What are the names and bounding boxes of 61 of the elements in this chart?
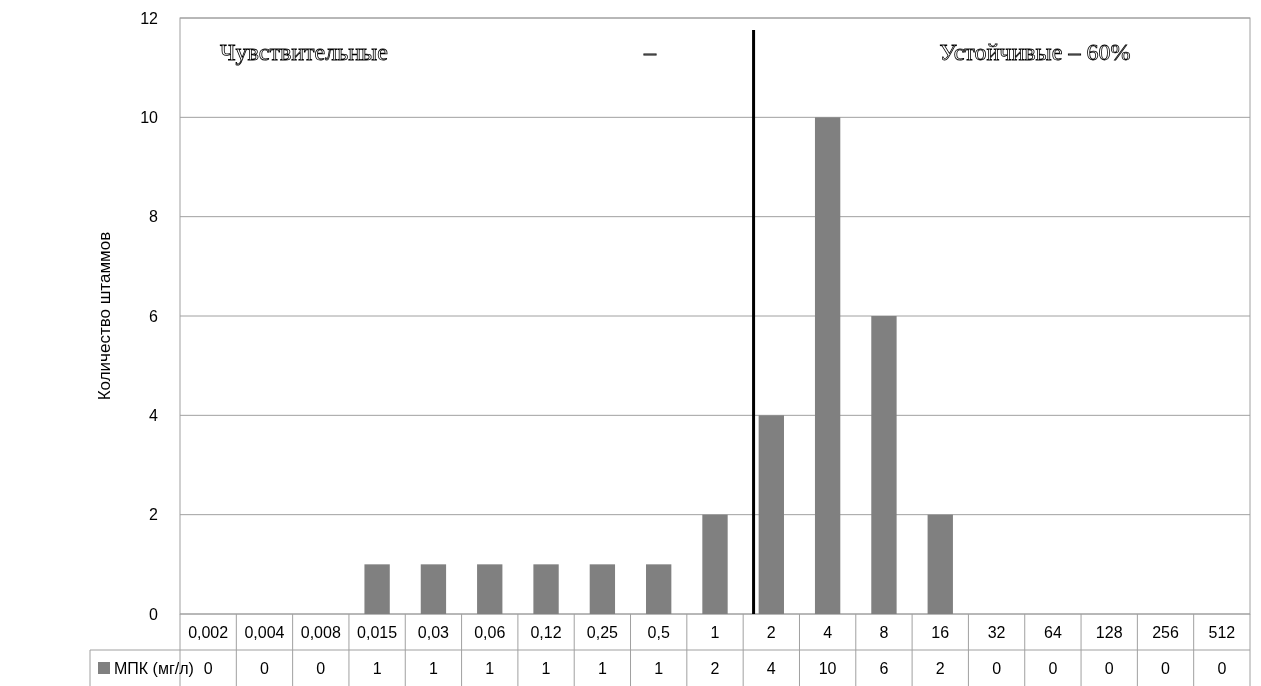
data-label: 1 <box>428 659 438 677</box>
data-label: 1 <box>372 659 382 677</box>
x-tick-label: 16 <box>931 623 950 641</box>
data-label: 10 <box>818 659 837 677</box>
x-tick-label: 0,06 <box>474 623 506 641</box>
bar <box>646 564 672 614</box>
data-label: 0 <box>1217 659 1227 677</box>
y-tick-label: 4 <box>149 406 159 424</box>
y-tick-label: 12 <box>140 9 159 27</box>
x-tick-label: 0,008 <box>300 623 341 641</box>
bar <box>477 564 503 614</box>
x-tick-label: 128 <box>1095 623 1123 641</box>
data-label: 1 <box>485 659 495 677</box>
y-tick-label: 6 <box>149 307 159 325</box>
x-tick-label: 1 <box>710 623 720 641</box>
data-label: 2 <box>710 659 720 677</box>
data-label: 0 <box>1104 659 1114 677</box>
data-label: 0 <box>316 659 326 677</box>
bar <box>702 514 728 614</box>
y-tick-label: 10 <box>140 108 159 126</box>
x-tick-label: 0,015 <box>357 623 398 641</box>
x-tick-label: 0,12 <box>530 623 562 641</box>
bar <box>420 564 447 614</box>
data-label: 0 <box>203 659 213 677</box>
x-tick-label: 4 <box>823 623 833 641</box>
data-label: 2 <box>935 659 945 677</box>
data-label: 6 <box>879 659 889 677</box>
y-axis-title: Количество штаммов <box>95 231 114 401</box>
legend-label: МПК (мг/л) <box>114 659 194 677</box>
x-tick-label: 0,25 <box>586 623 619 641</box>
annotation: – <box>643 39 657 65</box>
y-tick-label: 2 <box>149 506 159 524</box>
x-tick-label: 0,5 <box>647 623 670 641</box>
bar <box>871 316 897 614</box>
x-tick-label: 256 <box>1152 623 1179 641</box>
data-label: 0 <box>992 659 1002 677</box>
data-label: 4 <box>766 659 776 677</box>
bar <box>814 117 841 614</box>
x-tick-label: 0,002 <box>188 623 229 641</box>
data-label: 0 <box>1048 659 1058 677</box>
data-label: 0 <box>260 659 270 677</box>
bar <box>758 415 784 614</box>
annotation: Чувствительные <box>220 39 388 65</box>
y-tick-label: 0 <box>149 605 159 623</box>
x-tick-label: 512 <box>1208 623 1236 641</box>
x-tick-label: 8 <box>879 623 889 641</box>
y-tick-label: 8 <box>149 208 159 226</box>
data-label: 0 <box>1161 659 1171 677</box>
bar <box>364 564 390 614</box>
data-label: 1 <box>654 659 664 677</box>
x-tick-label: 0,03 <box>417 623 450 641</box>
x-tick-label: 0,004 <box>244 623 285 641</box>
data-label: 1 <box>541 659 551 677</box>
bar <box>589 564 616 614</box>
bar <box>927 514 953 614</box>
x-tick-label: 2 <box>766 623 776 641</box>
x-tick-label: 64 <box>1044 623 1062 641</box>
data-label: 1 <box>597 659 607 677</box>
annotation: Устойчивые – 60% <box>939 39 1131 65</box>
x-tick-label: 32 <box>987 623 1006 641</box>
bar <box>533 564 559 614</box>
